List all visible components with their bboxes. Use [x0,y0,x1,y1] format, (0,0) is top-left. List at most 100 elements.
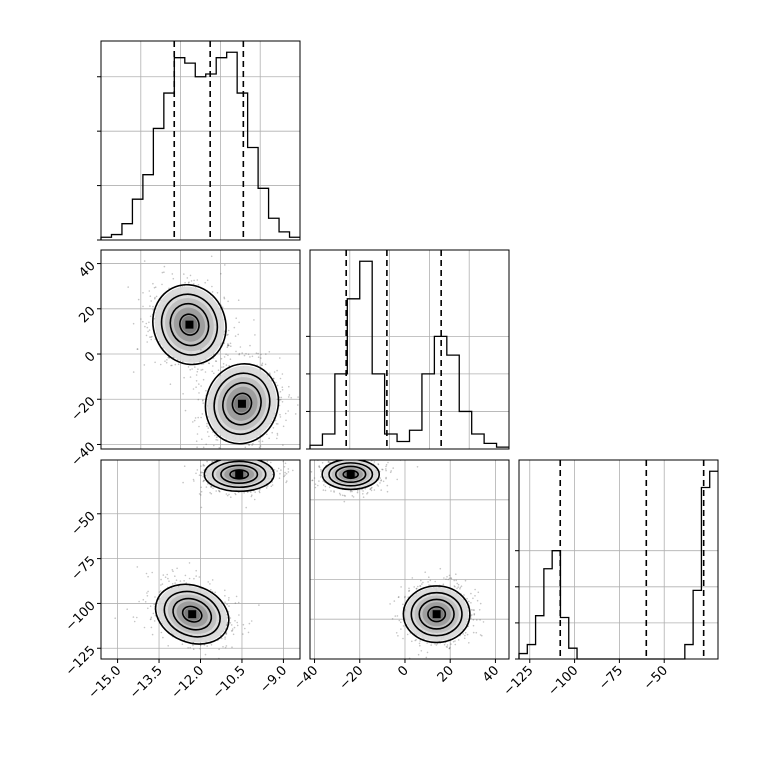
scatter-1-0-point [183,376,185,379]
scatter-1-0-point [237,333,239,336]
scatter-1-0-point [211,285,213,288]
scatter-1-0-point [196,446,198,449]
scatter-2-0-xtick-label-0: −15.0 [86,663,125,702]
scatter-2-0-point [200,474,202,477]
scatter-1-0-point [238,353,240,356]
scatter-2-0-point [233,626,236,629]
scatter-1-0-point [279,390,282,393]
scatter-1-0-point [195,380,198,382]
scatter-2-1-point [307,464,309,466]
scatter-1-0-point [282,425,285,428]
scatter-2-0-point [188,577,191,580]
scatter-2-1-point [450,577,452,579]
scatter-2-1-point [395,632,398,634]
scatter-1-0-point [268,437,270,440]
scatter-2-0-point [202,464,205,467]
scatter-1-0-point [208,362,210,365]
scatter-2-0-point [282,460,285,463]
scatter-2-1-point [307,466,309,468]
scatter-2-0-peak-0 [188,610,197,619]
scatter-2-1-point [470,602,472,604]
scatter-2-0-point [232,452,234,454]
scatter-2-0-point [230,624,233,626]
scatter-2-0-point [231,629,234,632]
scatter-2-0-point [201,471,204,474]
scatter-2-1-frame [309,459,510,660]
scatter-1-0-point [260,353,262,356]
scatter-2-0-point [283,475,286,478]
scatter-1-0-point [287,396,290,398]
scatter-2-1-point [479,619,481,621]
scatter-1-0-point [197,398,200,401]
scatter-2-1-point [446,576,448,578]
scatter-2-1-point [454,643,457,646]
scatter-2-0-point [143,626,146,629]
scatter-1-0-point [195,440,198,443]
scatter-2-0-xtick-label-3: −10.5 [210,663,249,702]
scatter-2-0-point [285,481,287,484]
scatter-1-0-contour-1-1 [213,372,271,436]
scatter-2-0-point [232,456,234,458]
scatter-2-1-point [448,647,451,650]
scatter-2-0-point [147,607,149,610]
scatter-2-0-point [184,574,187,577]
scatter-1-0-point [204,281,206,284]
scatter-1-0-point [168,287,170,290]
scatter-2-0-contour-0-0 [154,583,230,645]
scatter-2-0-point [210,486,212,488]
scatter-2-1-point [470,617,472,619]
scatter-1-0-ytick-label-3: −20 [69,394,99,424]
scatter-1-0-point [258,446,261,449]
scatter-2-0-point [200,486,202,489]
scatter-1-0-point [149,305,151,307]
scatter-1-0-point [215,439,217,441]
scatter-2-0-point [114,617,116,619]
scatter-1-0-point [183,273,185,275]
scatter-2-1-point [400,586,402,588]
scatter-2-1-point [448,574,451,577]
scatter-2-0-point [193,480,195,482]
scatter-2-0-point [250,620,253,622]
scatter-1-0-point [279,416,282,418]
scatter-2-1-point [389,603,391,605]
scatter-2-1-point [446,644,449,646]
scatter-1-0-point [274,419,277,422]
scatter-2-0-point [218,489,220,492]
scatter-1-0-contour-0-2 [169,302,210,347]
scatter-1-0-point [200,349,202,351]
scatter-1-0-point [143,364,146,366]
scatter-1-0-point [229,342,232,345]
scatter-1-0-point [266,433,268,436]
scatter-2-1-xtick-label-2: 0 [395,663,411,679]
scatter-2-1-point [455,573,457,575]
scatter-2-1-contour-1-1 [410,591,463,637]
scatter-2-1-point [377,463,380,466]
scatter-2-1-point [343,500,346,503]
scatter-2-0-point [286,480,288,482]
scatter-1-0-point [202,446,205,449]
scatter-1-0-point [196,370,199,373]
scatter-2-1-point [380,479,383,481]
scatter-2-1-point [450,577,453,580]
scatter-2-1-point [435,644,438,646]
scatter-2-1-point [361,455,363,457]
scatter-2-0-point [179,580,182,582]
scatter-1-0-point [265,353,267,355]
scatter-2-1-point [343,450,345,452]
scatter-1-0-point [161,283,163,286]
scatter-1-0-point [227,344,230,347]
scatter-2-1-point [385,469,387,472]
scatter-2-1-point [473,613,476,616]
scatter-2-1-point [312,457,314,459]
scatter-2-0-point [210,492,213,495]
hist-2-xtick-label-2: −75 [596,663,626,693]
scatter-1-0-point [189,369,191,371]
scatter-1-0-point [147,330,149,333]
scatter-2-0-point [171,583,174,585]
scatter-2-0-point [282,450,284,452]
scatter-2-0-point [269,456,271,458]
scatter-1-0-point [161,271,164,274]
scatter-2-0-point [265,487,268,489]
scatter-1-0-point [184,409,187,412]
